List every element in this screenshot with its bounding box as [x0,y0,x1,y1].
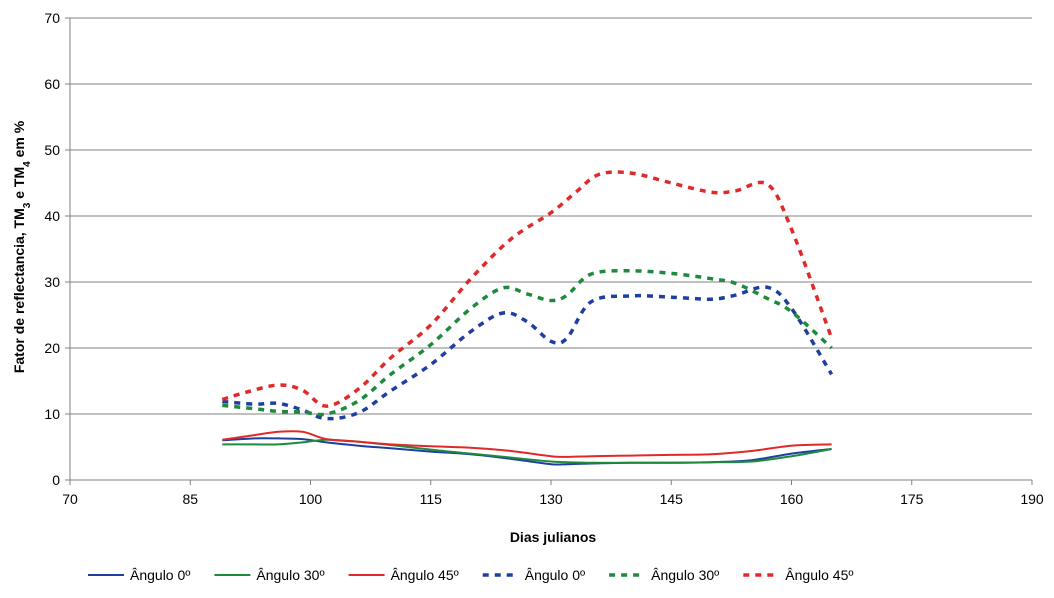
x-tick-label-85: 85 [182,491,198,507]
axes [65,17,1033,485]
legend-label-5: Ângulo 30º [651,567,719,583]
series-line-6-dashed [221,170,834,408]
legend-label-2: Ângulo 30º [256,567,324,583]
y-tick-label-0: 0 [52,472,60,488]
y-tick-label-70: 70 [44,10,60,26]
x-tick-label-160: 160 [780,491,804,507]
y-tick-label-60: 60 [44,76,60,92]
series-group [221,170,834,466]
y-axis-title-part: Fator de reflectancia, TM [11,208,27,373]
legend-label-1: Ângulo 0º [130,567,190,583]
x-tick-label-70: 70 [62,491,78,507]
x-tick-label-145: 145 [660,491,684,507]
series-line-5-dashed [222,269,833,417]
series-line-2-solid [222,438,832,464]
tick-labels: 0 10 20 30 40 50 60 70 70 85 100 115 130 145 160 175 190 [44,10,1043,507]
x-tick-label-190: 190 [1020,491,1044,507]
legend-label-3: Ângulo 45º [391,567,459,583]
y-tick-label-20: 20 [44,340,60,356]
x-tick-label-115: 115 [420,491,443,507]
y-tick-label-10: 10 [44,406,60,422]
y-tick-label-40: 40 [44,208,60,224]
legend-label-6: Ângulo 45º [785,567,853,583]
y-axis-title-part: em % [11,120,27,161]
x-tick-label-175: 175 [900,491,924,507]
grid-lines [70,17,1032,415]
y-tick-label-50: 50 [44,142,60,158]
y-axis-title: Fator de reflectancia, TM3 e TM4 em % [11,120,33,373]
series-line-3-solid [222,430,832,458]
x-tick-label-130: 130 [539,491,563,507]
y-axis-title-part: 3 [22,202,33,208]
x-tick-label-100: 100 [299,491,323,507]
x-axis-title: Dias julianos [510,529,597,545]
legend: Ângulo 0º Ângulo 30º Ângulo 45º Ângulo 0º Ân… [88,567,853,583]
y-axis-title-part: e TM [11,167,27,203]
y-tick-label-30: 30 [44,274,60,290]
y-axis-title-part: 4 [22,161,33,167]
legend-label-4: Ângulo 0º [525,567,585,583]
